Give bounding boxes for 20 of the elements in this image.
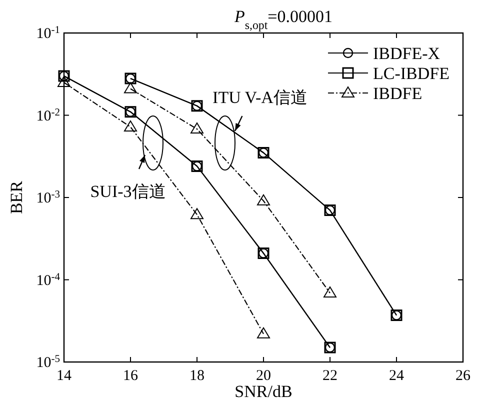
x-tick-label: 16 [123,368,138,384]
y-tick-label: 10$^{-3}$ [36,189,60,206]
chart-title: P$_{s,opt}$=0.00001 [233,7,333,32]
x-tick-label: 22 [322,368,338,384]
x-axis-title: SNR/dB [234,382,292,401]
x-tick-label: 14 [56,368,72,384]
y-axis-title: BER [7,180,26,214]
x-tick-label: 18 [190,368,204,384]
annotation: SUI-3信道 [90,182,166,201]
legend-label: IBDFE-X [373,44,440,63]
legend-label: LC-IBDFE [373,64,450,83]
annotation: ITU V-A信道 [212,88,308,107]
y-tick-label: 10$^{-4}$ [36,271,61,289]
legend-label: IBDFE [373,84,422,103]
y-tick-label: 10$^{-2}$ [36,106,60,124]
x-tick-label: 24 [389,368,404,384]
y-tick-label: 10$^{-5}$ [36,354,60,371]
x-tick-label: 20 [256,368,271,384]
x-tick-label: 26 [456,368,471,384]
y-tick-label: 10$^{-1}$ [36,24,60,42]
